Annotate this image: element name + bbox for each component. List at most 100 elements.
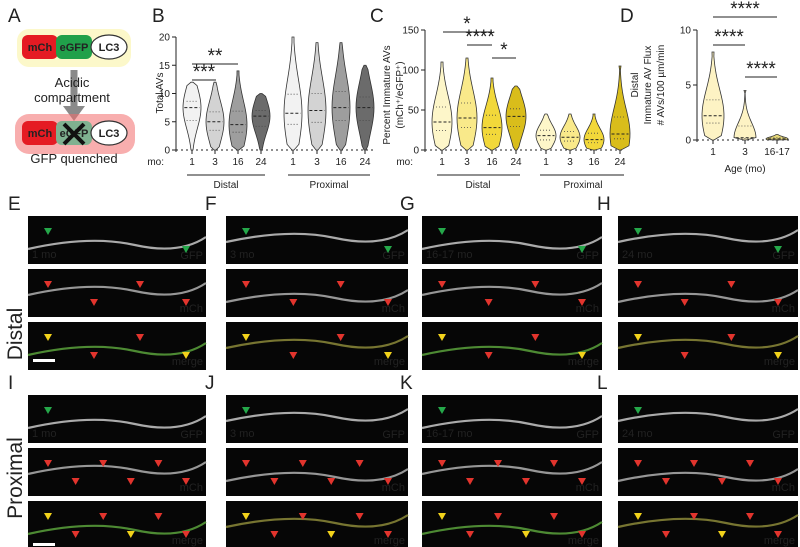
neurite-trace xyxy=(617,408,799,423)
arrowhead-icon xyxy=(550,460,558,467)
arrowhead-icon xyxy=(438,460,446,467)
age-label-f: 3 mo xyxy=(230,249,254,261)
x-tick-label: 24 xyxy=(359,157,371,168)
panel-letter-k: K xyxy=(400,373,413,394)
x-tick-label: 3 xyxy=(567,157,573,168)
neurite-trace xyxy=(421,282,603,297)
micrograph-i-1 xyxy=(28,395,206,443)
lc3-box-2 xyxy=(90,120,128,146)
y-axis-label: Total AVs xyxy=(155,73,166,114)
neurite-trace xyxy=(421,236,603,251)
channel-label-mch: mCh xyxy=(180,303,203,315)
arrowhead-icon xyxy=(634,513,642,520)
arrowhead-icon xyxy=(384,246,392,253)
arrowhead-icon xyxy=(384,531,392,538)
arrowhead-icon xyxy=(774,352,782,359)
arrowhead-icon xyxy=(634,460,642,467)
channel-label-mch: mCh xyxy=(772,482,795,494)
x-tick-label: 1 xyxy=(710,147,716,158)
age-label-l: 24 mo xyxy=(622,428,653,440)
violin-5 xyxy=(535,113,557,151)
sig-label-1: *** xyxy=(193,62,216,83)
arrowhead-icon xyxy=(550,513,558,520)
arrowhead-icon xyxy=(522,478,530,485)
panel-letter-d: D xyxy=(620,6,634,27)
y-tick-label: 100 xyxy=(402,66,419,77)
channel-label-gfp: GFP xyxy=(772,429,795,441)
mch-text: mCh xyxy=(28,42,53,54)
y-axis-label-1: Distal xyxy=(630,72,641,97)
channel-label-gfp: GFP xyxy=(382,429,405,441)
violin-6 xyxy=(559,113,581,151)
violin-2 xyxy=(456,57,478,151)
arrowhead-icon xyxy=(182,478,190,485)
arrowhead-icon xyxy=(634,334,642,341)
neurite-trace xyxy=(225,514,409,529)
arrowhead-icon xyxy=(44,281,52,288)
violin-8 xyxy=(609,65,631,151)
lc3-box xyxy=(90,34,128,60)
micrograph-j-3 xyxy=(226,501,408,547)
channel-label-gfp: GFP xyxy=(180,250,203,262)
panel-letter-f: F xyxy=(205,194,217,215)
x-tick-label: 16 xyxy=(588,157,600,168)
arrowhead-icon xyxy=(242,407,250,414)
arrowhead-icon xyxy=(690,513,698,520)
arrowhead-icon xyxy=(182,246,190,253)
group-label-distal: Distal xyxy=(213,180,238,191)
arrowhead-icon xyxy=(90,299,98,306)
age-label-e: 1 mo xyxy=(32,249,56,261)
arrowhead-icon xyxy=(494,460,502,467)
arrowhead-icon xyxy=(327,478,336,485)
micrograph-g-3 xyxy=(422,322,602,370)
arrowhead-icon xyxy=(634,228,642,235)
age-label-k: 16-17 mo xyxy=(426,428,472,440)
mch-box xyxy=(22,35,58,59)
channel-label-mch: mCh xyxy=(576,303,599,315)
arrowhead-icon xyxy=(136,281,144,288)
panel-letter-j: J xyxy=(205,373,215,394)
channel-label-merge: merge xyxy=(764,535,795,547)
arrowhead-icon xyxy=(690,460,698,467)
arrowhead-icon xyxy=(727,281,736,288)
lc3-text: LC3 xyxy=(99,42,120,54)
neurite-trace xyxy=(421,461,603,476)
arrowhead-icon xyxy=(355,513,364,520)
arrowhead-icon xyxy=(99,513,108,520)
arrowhead-icon xyxy=(438,281,446,288)
gfp-quenched-label: GFP quenched xyxy=(30,151,117,166)
micrograph-e-3 xyxy=(28,322,206,370)
channel-label-merge: merge xyxy=(568,535,599,547)
neurite-trace xyxy=(617,289,799,304)
channel-label-mch: mCh xyxy=(772,303,795,315)
arrowhead-icon xyxy=(298,513,307,520)
arrowhead-icon xyxy=(438,228,446,235)
channel-label-merge: merge xyxy=(764,356,795,368)
y-axis-label-1: Percent Immature AVs xyxy=(382,45,393,144)
sig-label-1: * xyxy=(463,14,471,35)
arrowhead-icon xyxy=(242,334,250,341)
violin-3 xyxy=(481,77,503,151)
y-tick-label: 50 xyxy=(408,106,420,117)
y-tick-label: 5 xyxy=(164,117,170,128)
neurite-trace xyxy=(27,282,207,297)
arrowhead-icon xyxy=(289,352,298,359)
arrowhead-icon xyxy=(154,513,163,520)
arrow-label-1: Acidic xyxy=(55,75,90,90)
panel-letter-e: E xyxy=(8,194,21,215)
arrowhead-icon xyxy=(44,228,52,235)
micrograph-f-2 xyxy=(226,269,408,317)
violin-4 xyxy=(251,93,271,151)
group-label-distal: Distal xyxy=(465,180,490,191)
arrowhead-icon xyxy=(680,352,689,359)
neurite-trace xyxy=(617,468,799,483)
row-label-proximal: Proximal xyxy=(4,437,27,519)
x-tick-label: 16 xyxy=(232,157,244,168)
arrowhead-icon xyxy=(384,352,392,359)
arrowhead-icon xyxy=(578,246,586,253)
channel-label-merge: merge xyxy=(172,535,203,547)
neurite-trace xyxy=(27,461,207,476)
arrowhead-icon xyxy=(126,478,135,485)
age-label-j: 3 mo xyxy=(230,428,254,440)
